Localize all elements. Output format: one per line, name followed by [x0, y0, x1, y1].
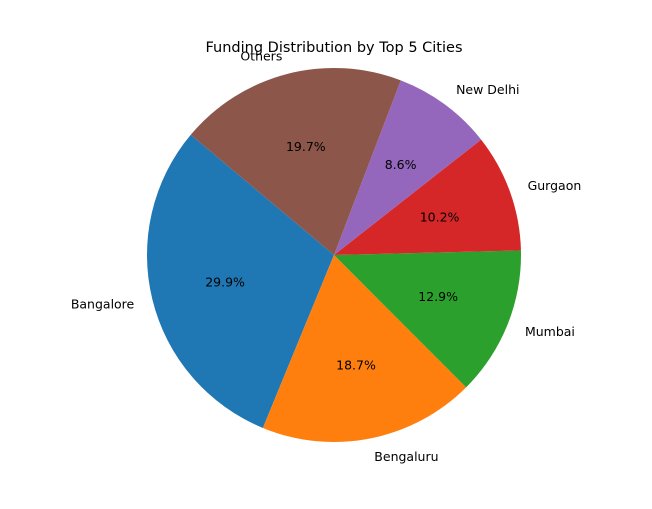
slice-label-mumbai: Mumbai [525, 324, 575, 339]
pie-slice-mumbai [334, 250, 521, 388]
percent-label-new-delhi: 8.6% [385, 157, 417, 172]
percent-label-bangalore: 29.9% [205, 274, 245, 289]
slice-label-bangalore: Bangalore [71, 297, 135, 312]
pie-slice-bangalore [147, 134, 334, 428]
percent-label-others: 19.7% [286, 139, 326, 154]
percent-labels: 29.9% 18.7% 12.9% 10.2% 8.6% 19.7% [205, 139, 459, 373]
slice-labels: Bangalore Bengaluru Mumbai Gurgaon New Delhi… [71, 48, 581, 464]
percent-label-mumbai: 12.9% [418, 289, 458, 304]
slice-label-bengaluru: Bengaluru [374, 449, 438, 464]
pie-slice-bengaluru [262, 255, 467, 442]
slice-label-new-delhi: New Delhi [456, 82, 519, 97]
pie-slice-gurgaon [334, 139, 521, 255]
percent-label-bengaluru: 18.7% [336, 358, 376, 373]
chart-title: Funding Distribution by Top 5 Cities [205, 40, 462, 56]
slice-label-others: Others [240, 48, 282, 63]
pie-slices [147, 68, 521, 442]
pie-slice-new-delhi [334, 80, 482, 255]
pie-slice-others [190, 68, 401, 256]
percent-label-gurgaon: 10.2% [420, 210, 460, 225]
slice-label-gurgaon: Gurgaon [528, 178, 582, 193]
